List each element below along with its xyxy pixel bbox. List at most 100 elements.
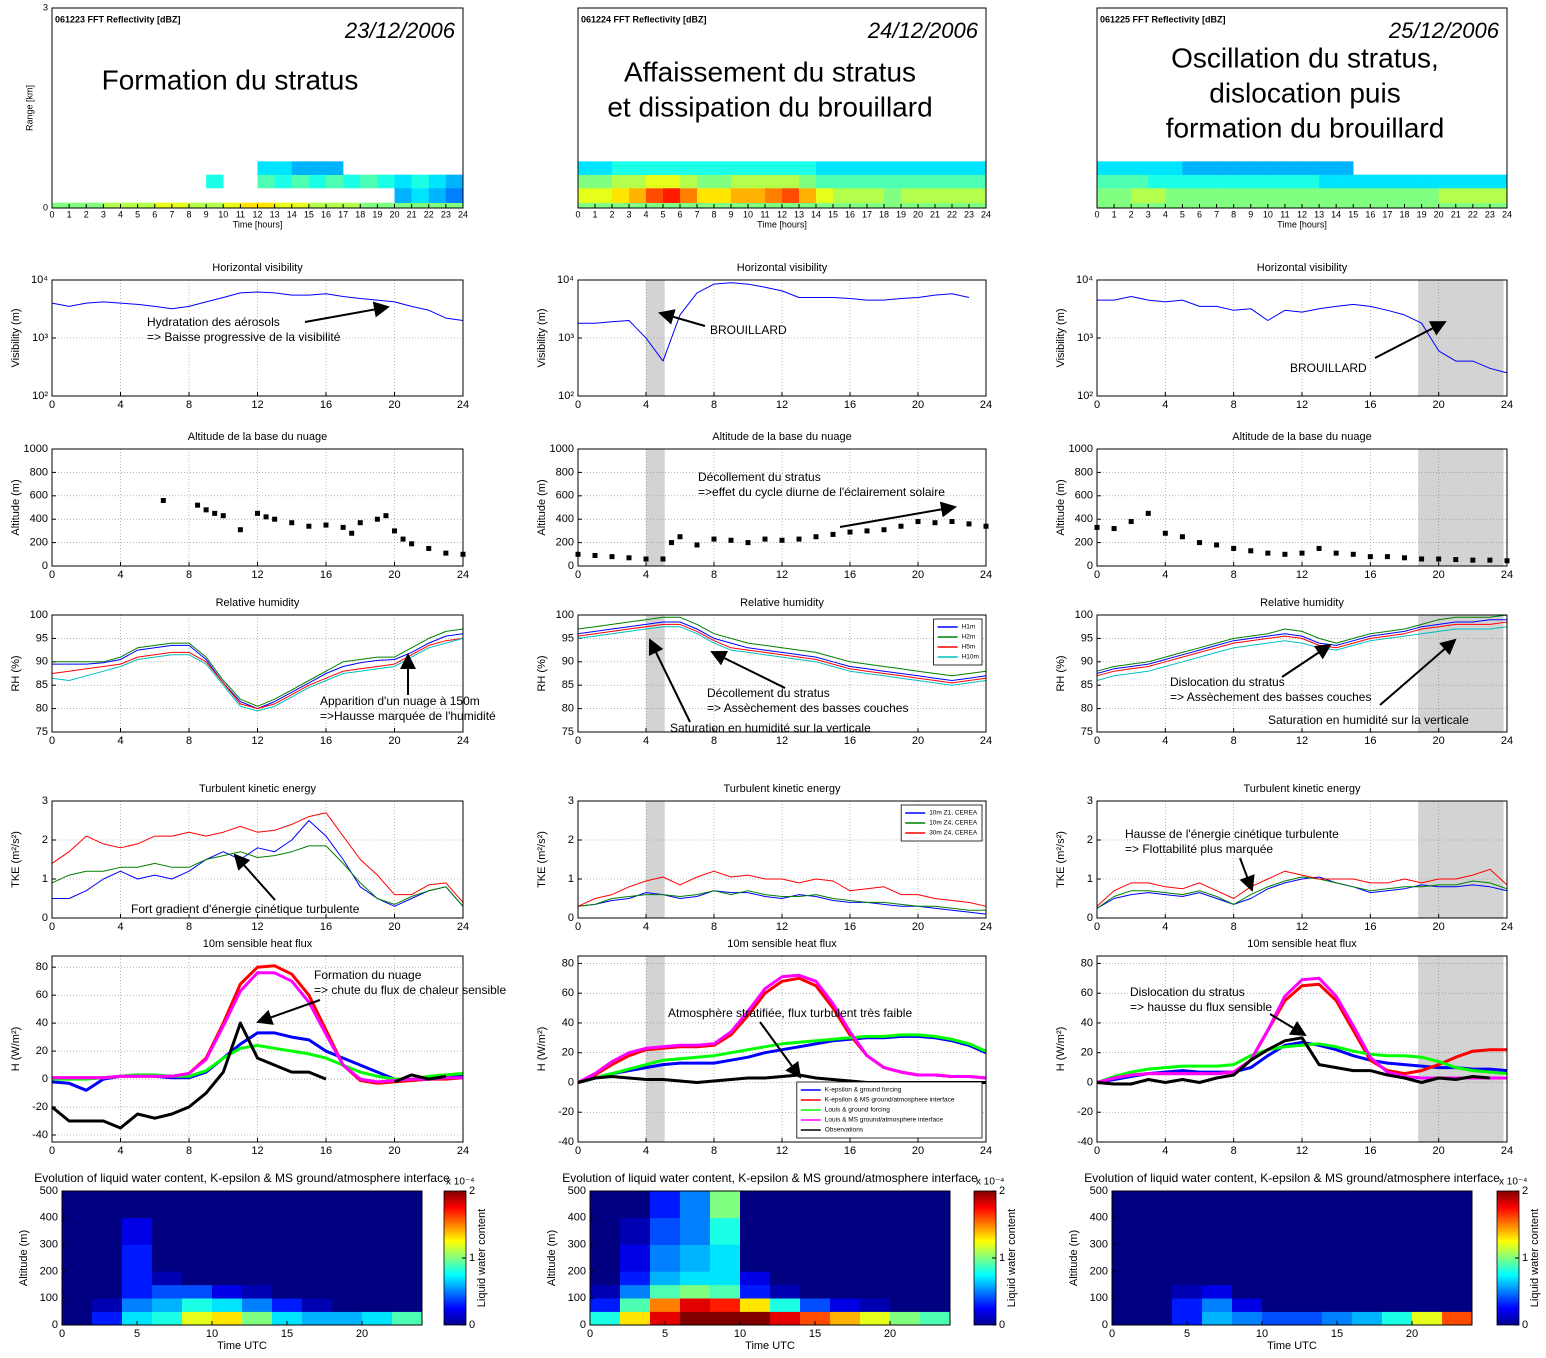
heat-cell: [1262, 1285, 1292, 1299]
heat-cell: [1456, 188, 1473, 203]
legend-label: 30m Z4, CEREA: [929, 830, 978, 837]
heat-cell: [1097, 161, 1114, 175]
heat-cell: [309, 175, 326, 189]
heat-cell: [1112, 1271, 1142, 1285]
heat-cell: [1412, 1285, 1442, 1299]
heat-cell: [362, 1298, 392, 1312]
heat-cell: [1114, 203, 1131, 209]
heat-cell: [92, 1271, 122, 1285]
annotation-arrow: [1282, 645, 1330, 677]
y-tick-label: 80: [562, 957, 574, 969]
point: [678, 534, 683, 539]
heat-cell: [935, 175, 952, 189]
heat-cell: [740, 1218, 770, 1245]
heat-cell: [1370, 175, 1387, 189]
heat-cell: [782, 175, 799, 189]
annotation: => Assèchement des basses couches: [1170, 690, 1371, 704]
fog-period: [1418, 801, 1503, 918]
x-tick-label: 24: [1501, 569, 1513, 581]
x-tick-label: 16: [1364, 1145, 1376, 1157]
heat-cell: [620, 1245, 650, 1272]
x-tick-label: 10: [1263, 209, 1273, 219]
colorbar-label: Liquid water content: [1529, 1209, 1541, 1307]
heat-cell: [343, 175, 360, 189]
y-axis-label: Altitude (m): [1068, 1230, 1080, 1286]
x-tick-label: 5: [135, 209, 140, 219]
x-tick-label: 12: [251, 735, 263, 747]
heat-cell: [1112, 1245, 1142, 1272]
heat-cell: [377, 175, 394, 189]
x-tick-label: 16: [1364, 921, 1376, 933]
heat-cell: [1200, 203, 1217, 209]
heat-cell: [890, 1271, 920, 1285]
heat-cell: [309, 203, 326, 209]
heat-cell: [302, 1218, 332, 1245]
heat-cell: [620, 1218, 650, 1245]
heat-cell: [275, 203, 292, 209]
heat-cell: [710, 1191, 740, 1218]
heat-cell: [890, 1191, 920, 1218]
heat-cell: [680, 203, 697, 209]
y-tick-label: 3: [42, 795, 48, 807]
figure: 0123456789101112131415161718192021222324…: [0, 0, 1546, 1358]
y-axis-label: Visibility (m): [10, 308, 22, 367]
x-tick-label: 9: [728, 209, 733, 219]
x-tick-label: 4: [1162, 735, 1168, 747]
heat-cell: [1302, 175, 1319, 189]
heat-cell: [620, 1191, 650, 1218]
heat-cell: [1322, 1271, 1352, 1285]
heat-cell: [1442, 1191, 1472, 1218]
panel-title: Altitude de la base du nuage: [1232, 431, 1371, 443]
panel: 051015200100200300400500Evolution of liq…: [18, 1171, 488, 1352]
heat-cell: [969, 175, 986, 189]
heat-cell: [1302, 188, 1319, 203]
x-tick-label: 0: [1094, 209, 1099, 219]
x-tick-label: 24: [458, 209, 468, 219]
x-tick-label: 12: [251, 921, 263, 933]
x-tick-label: 0: [49, 921, 55, 933]
x-tick-label: 4: [117, 1145, 123, 1157]
x-tick-label: 20: [912, 735, 924, 747]
y-tick-label: 85: [36, 679, 48, 691]
heat-cell: [1456, 203, 1473, 209]
x-tick-label: 0: [1094, 1145, 1100, 1157]
x-tick-label: 12: [1296, 569, 1308, 581]
heat-cell: [1217, 188, 1234, 203]
heat-cell: [860, 1285, 890, 1299]
y-axis-label: RH (%): [536, 655, 548, 691]
heat-cell: [242, 1285, 272, 1299]
panel: 048121620247580859095100Relative humidit…: [536, 597, 992, 747]
heat-cell: [629, 203, 646, 209]
x-tick-label: 16: [845, 209, 855, 219]
x-tick-label: 16: [1364, 399, 1376, 411]
y-tick-label: 0: [580, 1319, 586, 1331]
x-tick-label: 4: [1162, 921, 1168, 933]
heat-cell: [92, 1191, 122, 1218]
x-tick-label: 16: [320, 1145, 332, 1157]
x-tick-label: 12: [776, 735, 788, 747]
colorbar-scale: x 10⁻⁴: [976, 1177, 1004, 1188]
heat-cell: [392, 1312, 422, 1326]
x-tick-label: 0: [1094, 399, 1100, 411]
heat-cell: [62, 1271, 92, 1285]
heat-cell: [1382, 1218, 1412, 1245]
heat-cell: [1353, 203, 1370, 209]
date: 23/12/2006: [344, 18, 456, 43]
panel: 048121620240123Turbulent kinetic energyT…: [536, 783, 992, 933]
x-tick-label: 0: [575, 569, 581, 581]
y-axis-label: TKE (m²/s²): [1055, 831, 1067, 888]
heat-cell: [578, 161, 595, 175]
heat-cell: [595, 161, 612, 175]
heat-cell: [122, 1245, 152, 1272]
annotation: BROUILLARD: [710, 323, 787, 337]
panel-title: 10m sensible heat flux: [1247, 938, 1357, 950]
x-tick-label: 20: [389, 209, 399, 219]
panel: 04812162024-40-2002040608010m sensible h…: [1055, 938, 1513, 1157]
y-tick-label: 1: [42, 873, 48, 885]
heat-cell: [1165, 188, 1182, 203]
heat-cell: [92, 1298, 122, 1312]
heat-cell: [155, 203, 172, 209]
heat-cell: [1202, 1298, 1232, 1312]
heat-cell: [1382, 1312, 1412, 1326]
y-tick-label: 300: [40, 1239, 58, 1251]
